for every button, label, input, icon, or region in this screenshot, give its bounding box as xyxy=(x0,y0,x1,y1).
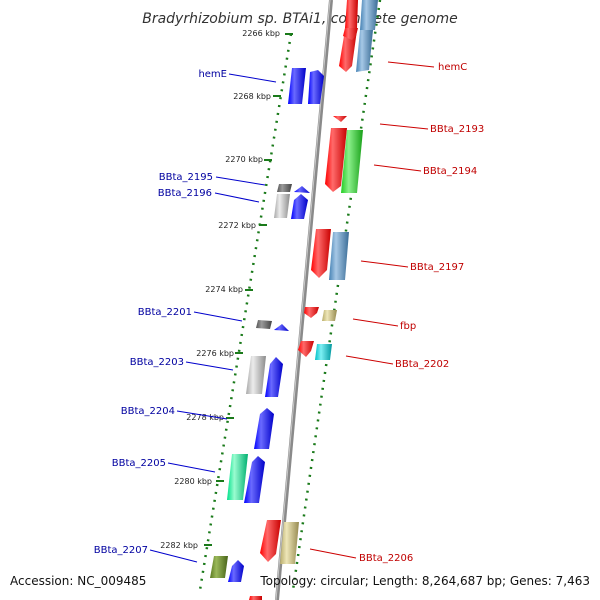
tick-label: 2270 kbp xyxy=(225,155,263,164)
gene-BBta_2201-b[interactable] xyxy=(274,324,289,331)
gene-label-BBta_2203[interactable]: BBta_2203 xyxy=(130,357,184,368)
gene-label-hemC[interactable]: hemC xyxy=(438,62,467,73)
right-leader-lines xyxy=(309,61,435,559)
gene-fbp-b[interactable] xyxy=(322,310,337,321)
gene-BBta_2203-b[interactable] xyxy=(265,357,283,397)
gene-BBta_2205-b[interactable] xyxy=(244,456,265,503)
tick-label: 2268 kbp xyxy=(233,92,271,101)
gene-label-BBta_2201[interactable]: BBta_2201 xyxy=(138,307,192,318)
map-title: Bradyrhizobium sp. BTAi1, complete genom… xyxy=(142,11,458,27)
gene-BBta_2193[interactable] xyxy=(333,116,347,122)
gene-BBta_2196[interactable] xyxy=(274,194,290,218)
scale-ticks xyxy=(204,33,293,546)
gene-BBta_2197-b[interactable] xyxy=(329,232,349,280)
gene-BBta_2204[interactable] xyxy=(254,408,274,449)
gene-BBta_2205[interactable] xyxy=(227,454,248,500)
left-scale-track xyxy=(198,33,293,591)
gene-label-BBta_2207[interactable]: BBta_2207 xyxy=(94,545,148,556)
tick-label: 2274 kbp xyxy=(205,285,243,294)
gene-BBta_2202[interactable] xyxy=(298,341,314,357)
gene-label-hemE[interactable]: hemE xyxy=(198,69,227,80)
gene-top-steel[interactable] xyxy=(360,0,378,30)
gene-BBta_2196-b[interactable] xyxy=(291,194,308,219)
gene-BBta_2203[interactable] xyxy=(246,356,266,394)
gene-label-BBta_2196[interactable]: BBta_2196 xyxy=(158,188,212,199)
gene-label-BBta_2193[interactable]: BBta_2193 xyxy=(430,124,484,135)
left-leader-lines xyxy=(149,73,277,563)
topology-text: Topology: circular; Length: 8,264,687 bp… xyxy=(260,574,590,588)
gene-hemC[interactable] xyxy=(339,30,357,72)
gene-hemE-b[interactable] xyxy=(308,70,324,104)
genes-right-track xyxy=(249,0,378,600)
gene-BBta_2202-b[interactable] xyxy=(315,344,332,360)
gene-fbp[interactable] xyxy=(304,307,319,318)
gene-BBta_2207[interactable] xyxy=(210,556,228,578)
tick-label: 2280 kbp xyxy=(174,477,212,486)
right-scale-track xyxy=(291,0,382,591)
tick-label: 2272 kbp xyxy=(218,221,256,230)
gene-label-BBta_2195[interactable]: BBta_2195 xyxy=(159,172,213,183)
gene-BBta_2206[interactable] xyxy=(260,520,281,562)
genome-backbone-highlight xyxy=(275,0,331,600)
gene-top-red[interactable] xyxy=(345,0,358,28)
gene-BBta_2207-b[interactable] xyxy=(228,560,244,582)
tick-label: 2266 kbp xyxy=(242,29,280,38)
tick-label: 2276 kbp xyxy=(196,349,234,358)
gene-bottom-partial[interactable] xyxy=(249,596,262,600)
gene-label-BBta_2202[interactable]: BBta_2202 xyxy=(395,359,449,370)
gene-small-arrow[interactable] xyxy=(294,186,310,193)
accession-text: Accession: NC_009485 xyxy=(10,574,147,588)
gene-label-BBta_2204[interactable]: BBta_2204 xyxy=(121,406,175,417)
gene-BBta_2206-b[interactable] xyxy=(280,522,299,564)
gene-hemE[interactable] xyxy=(288,68,306,104)
gene-hemC-b[interactable] xyxy=(356,30,373,72)
gene-BBta_2195[interactable] xyxy=(277,184,292,192)
tick-label: 2282 kbp xyxy=(160,541,198,550)
gene-hemC-top[interactable] xyxy=(343,28,358,40)
gene-BBta_2197[interactable] xyxy=(311,229,331,278)
gene-BBta_2194[interactable] xyxy=(325,128,347,192)
genes-left-track xyxy=(210,68,324,582)
gene-label-BBta_2197[interactable]: BBta_2197 xyxy=(410,262,464,273)
gene-BBta_2194-b[interactable] xyxy=(341,130,363,193)
genome-backbone xyxy=(275,0,333,600)
gene-label-BBta_2206[interactable]: BBta_2206 xyxy=(359,553,413,564)
gene-label-fbp[interactable]: fbp xyxy=(400,321,416,332)
gene-BBta_2201[interactable] xyxy=(256,320,272,329)
tick-label: 2278 kbp xyxy=(186,413,224,422)
gene-label-BBta_2194[interactable]: BBta_2194 xyxy=(423,166,477,177)
gene-label-BBta_2205[interactable]: BBta_2205 xyxy=(112,458,166,469)
